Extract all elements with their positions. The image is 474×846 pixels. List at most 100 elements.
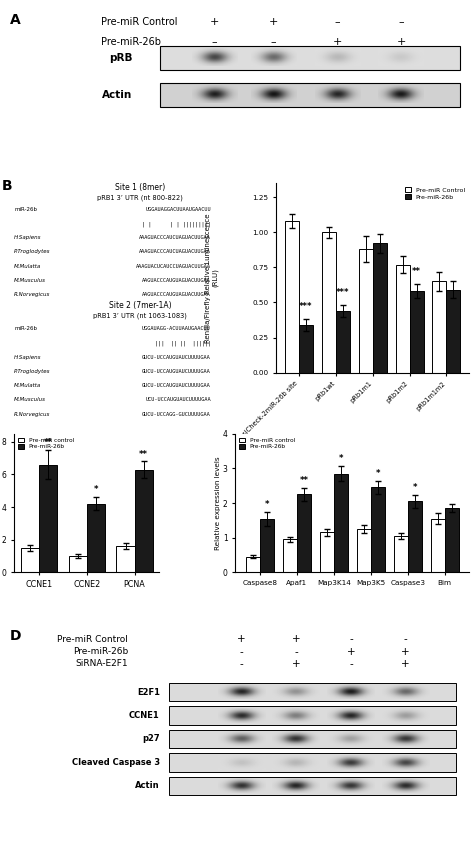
Text: GUCU-UCCAUGUAUCUUUUGAA: GUCU-UCCAUGUAUCUUUUGAA	[142, 383, 211, 388]
Text: +: +	[292, 659, 301, 669]
Text: R.Norvegicus: R.Norvegicus	[14, 412, 51, 416]
Text: +: +	[333, 36, 342, 47]
Text: M.Mulatta: M.Mulatta	[14, 383, 41, 388]
Legend: Pre-miR Control, Pre-miR-26b: Pre-miR Control, Pre-miR-26b	[403, 186, 466, 201]
Bar	[39, 464, 57, 572]
Text: Pre-miR Control: Pre-miR Control	[100, 17, 177, 27]
Text: P.Troglodytes: P.Troglodytes	[14, 369, 51, 374]
Bar	[410, 291, 424, 373]
Text: Pre-miR Control: Pre-miR Control	[57, 635, 128, 644]
Text: Site 2 (7mer-1A): Site 2 (7mer-1A)	[109, 300, 171, 310]
Text: pRB1 3’ UTR (nt 1063-1083): pRB1 3’ UTR (nt 1063-1083)	[93, 312, 187, 319]
Bar	[432, 282, 447, 373]
Bar	[371, 487, 385, 572]
Text: B: B	[2, 179, 13, 193]
Bar	[160, 46, 460, 69]
Text: **: **	[139, 449, 148, 459]
Text: *: *	[412, 483, 417, 492]
Text: GUCU-UCCAUGUAUCUUUUGAA: GUCU-UCCAUGUAUCUUUUGAA	[142, 369, 211, 374]
Text: AAGUACCCAUGUAGUACUUGAA: AAGUACCCAUGUAGUACUUGAA	[142, 278, 211, 283]
Text: H.Sapiens: H.Sapiens	[14, 354, 42, 360]
Text: AAGUACCCAUGUAGUACUUGAA: AAGUACCCAUGUAGUACUUGAA	[142, 292, 211, 297]
Text: Pre-miR-26b: Pre-miR-26b	[73, 647, 128, 656]
Bar	[445, 508, 459, 572]
Bar	[297, 494, 311, 572]
Text: *: *	[375, 470, 380, 479]
Text: CCNE1: CCNE1	[129, 711, 160, 720]
Text: +: +	[401, 659, 410, 669]
Text: **: **	[44, 438, 53, 447]
Text: -: -	[349, 634, 353, 645]
Text: -: -	[349, 659, 353, 669]
Text: p27: p27	[142, 734, 160, 744]
Bar	[285, 221, 299, 373]
Legend: Pre-miR control, Pre-miR-26b: Pre-miR control, Pre-miR-26b	[17, 437, 75, 451]
Bar	[299, 325, 313, 373]
Text: | |      | | |||||||||: | | | | |||||||||	[142, 221, 211, 227]
Bar	[135, 470, 153, 572]
Text: R.Norvegicus: R.Norvegicus	[14, 292, 51, 297]
Text: AAAGUACCCAUCUAGUACUUGAA: AAAGUACCCAUCUAGUACUUGAA	[139, 250, 211, 255]
Text: Actin: Actin	[135, 782, 160, 790]
Text: -: -	[404, 634, 408, 645]
Text: +: +	[396, 36, 406, 47]
Bar	[260, 519, 274, 572]
Text: -: -	[240, 646, 244, 656]
Text: GUCU-UCCAGG-GUCUUUUGAA: GUCU-UCCAGG-GUCUUUUGAA	[142, 412, 211, 416]
Bar	[69, 556, 87, 572]
Text: Site 1 (8mer): Site 1 (8mer)	[115, 183, 165, 192]
Bar	[169, 683, 456, 701]
Text: +: +	[346, 646, 355, 656]
Bar	[169, 730, 456, 748]
Text: ***: ***	[299, 302, 313, 311]
Text: ***: ***	[336, 288, 350, 297]
Bar	[246, 557, 260, 572]
Text: SiRNA-E2F1: SiRNA-E2F1	[75, 659, 128, 668]
Bar	[21, 548, 39, 572]
Text: M.Mulatta: M.Mulatta	[14, 264, 41, 269]
Text: Actin: Actin	[102, 90, 133, 100]
Text: –: –	[211, 36, 217, 47]
Y-axis label: Renilla/Firefly Relative Luminescence
(RLU): Renilla/Firefly Relative Luminescence (R…	[205, 213, 219, 343]
Text: Cleaved Caspase 3: Cleaved Caspase 3	[72, 758, 160, 767]
Bar	[283, 540, 297, 572]
Bar	[430, 519, 445, 572]
Bar	[319, 532, 334, 572]
Text: UGGAUAGG-ACUUAAUGAACUU: UGGAUAGG-ACUUAAUGAACUU	[142, 327, 211, 332]
Text: *: *	[94, 486, 98, 494]
Text: +: +	[292, 634, 301, 645]
Bar	[322, 233, 336, 373]
Bar	[408, 502, 422, 572]
Text: +: +	[401, 646, 410, 656]
Text: M.Musculus: M.Musculus	[14, 278, 46, 283]
Bar	[169, 753, 456, 772]
Bar	[373, 244, 387, 373]
Text: +: +	[210, 17, 219, 27]
Text: +: +	[269, 17, 278, 27]
Text: AAAGUACCCAUCUAGUACUUGAA: AAAGUACCCAUCUAGUACUUGAA	[139, 235, 211, 240]
Text: UGGAUAGGACUUAAUGAACUU: UGGAUAGGACUUAAUGAACUU	[145, 206, 211, 212]
Text: miR-26b: miR-26b	[14, 327, 37, 332]
Text: AAAGUACUCAUCCUAGUACUUGAA: AAAGUACUCAUCCUAGUACUUGAA	[136, 264, 211, 269]
Bar	[336, 311, 350, 373]
Text: pRB1 3’ UTR (nt 800-822): pRB1 3’ UTR (nt 800-822)	[97, 195, 183, 201]
Bar	[87, 504, 105, 572]
Bar	[356, 529, 371, 572]
Bar	[169, 706, 456, 725]
Bar	[396, 265, 410, 373]
Text: *: *	[338, 454, 343, 463]
Text: UCU-UCCAUGUAUCUUUUGAA: UCU-UCCAUGUAUCUUUUGAA	[145, 398, 211, 403]
Bar	[169, 777, 456, 795]
Text: H.Sapiens: H.Sapiens	[14, 235, 42, 240]
Text: –: –	[398, 17, 404, 27]
Text: P.Troglodytes: P.Troglodytes	[14, 250, 51, 255]
Legend: Pre-miR control, Pre-miR-26b: Pre-miR control, Pre-miR-26b	[238, 437, 296, 451]
Y-axis label: Relative expression levels: Relative expression levels	[215, 456, 221, 550]
Bar	[334, 474, 348, 572]
Text: E2F1: E2F1	[137, 688, 160, 696]
Text: M.Musculus: M.Musculus	[14, 398, 46, 403]
Text: –: –	[271, 36, 276, 47]
Text: A: A	[9, 13, 20, 27]
Text: D: D	[9, 629, 21, 643]
Text: -: -	[294, 646, 298, 656]
